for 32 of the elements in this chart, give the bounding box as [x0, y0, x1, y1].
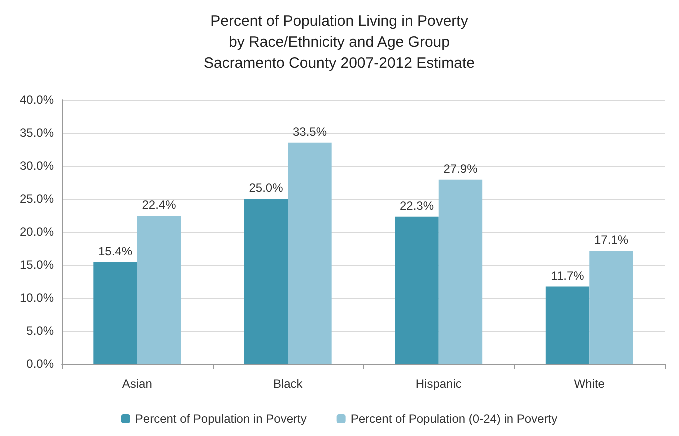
bar — [244, 199, 288, 364]
bar — [288, 142, 332, 364]
x-tick-label: Asian — [122, 377, 152, 391]
data-label: 33.5% — [292, 124, 328, 139]
y-tick-label: 35.0% — [20, 126, 54, 140]
legend-label: Percent of Population (0-24) in Poverty — [350, 412, 558, 426]
data-label: 17.1% — [594, 233, 629, 248]
x-tick-label: Black — [273, 377, 304, 391]
bar — [395, 216, 439, 364]
y-tick-label: 20.0% — [20, 225, 54, 239]
y-tick-label: 10.0% — [20, 291, 54, 305]
x-tick-label: Hispanic — [416, 377, 462, 391]
bar — [438, 180, 483, 364]
y-tick-label: 15.0% — [20, 258, 54, 272]
y-tick-label: 25.0% — [20, 192, 54, 206]
bar — [546, 286, 590, 364]
y-tick-label: 5.0% — [26, 324, 54, 338]
legend-label: Percent of Population in Poverty — [135, 412, 307, 426]
y-tick-label: 30.0% — [20, 159, 54, 173]
data-label: 22.4% — [142, 198, 177, 212]
data-label: 15.4% — [98, 244, 133, 258]
chart-title: Percent of Population Living in Poverty by Race/Ethnicity and Age Group Sacramento County 2007-2012 Estimate — [204, 13, 475, 72]
data-label: 11.7% — [551, 268, 585, 283]
bar — [590, 251, 634, 364]
bar — [137, 216, 182, 364]
data-label: 27.9% — [444, 162, 478, 176]
x-tick-label: White — [574, 377, 606, 391]
data-label: 22.3% — [400, 198, 434, 213]
bar — [94, 262, 138, 364]
y-tick-label: 40.0% — [20, 93, 54, 107]
y-tick-label: 0.0% — [26, 357, 54, 371]
data-label: 25.0% — [249, 181, 284, 195]
